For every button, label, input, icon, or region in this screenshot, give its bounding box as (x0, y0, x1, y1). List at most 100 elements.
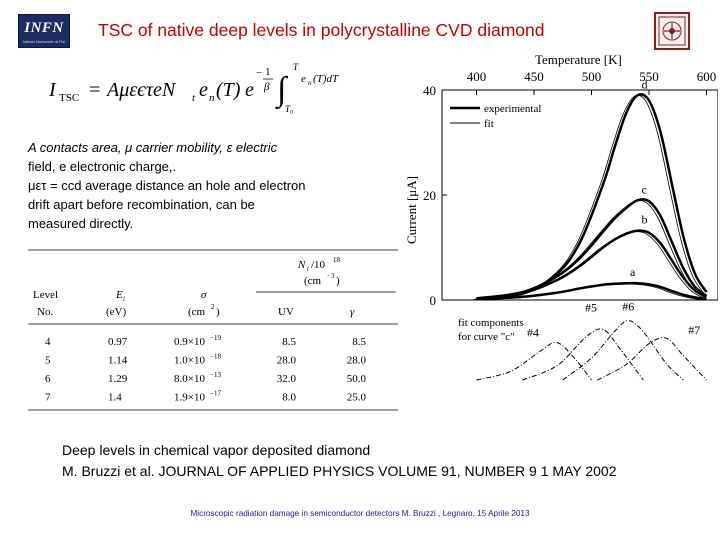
formula-description: A contacts area, μ carrier mobility, ε e… (28, 138, 393, 233)
top-x-tick-label: 600 (697, 69, 717, 84)
header-sigma: σ (201, 289, 207, 301)
table-cell-gamma: 25.0 (347, 392, 367, 404)
formula-en-sub: n (209, 92, 215, 104)
fit-component-label: #7 (688, 323, 700, 337)
curve-c-fit (473, 199, 704, 300)
table-cell-gamma: 28.0 (347, 355, 367, 367)
table-cell-level: 7 (45, 392, 51, 404)
citation: Deep levels in chemical vapor deposited … (62, 440, 702, 482)
formula-integrand-rest: (T)dT (313, 73, 339, 85)
table-group-unit: (cm (304, 275, 322, 287)
formula-rhs-main: AμεєτeN (105, 79, 177, 101)
table-cell-gamma: 50.0 (347, 373, 367, 385)
table-cell-level: 5 (45, 355, 51, 367)
table-cell-energy: 1.14 (108, 355, 128, 367)
table-cell-sigma-exp: −17 (210, 390, 221, 398)
header-e-sub: i (123, 295, 125, 303)
top-x-tick-label: 400 (467, 69, 487, 84)
header-level-no: No. (37, 306, 53, 318)
table-cell-uv: 8.0 (282, 392, 296, 404)
formula-equals: = (89, 79, 100, 101)
top-x-tick-label: 450 (524, 69, 544, 84)
university-seal-icon (654, 12, 690, 50)
deep-levels-table: N t /10 18 (cm −3 ) Level No. E i (eV) σ… (28, 248, 398, 414)
header-sigma-unit-close: ) (216, 306, 220, 318)
table-cell-gamma: 8.5 (352, 336, 366, 348)
table-cell-energy: 1.4 (108, 392, 122, 404)
formula-lhs-sub: TSC (59, 92, 79, 104)
curve-label-a: a (630, 265, 636, 279)
table-cell-energy: 1.29 (108, 373, 128, 385)
fit-component-n5 (522, 328, 644, 381)
table-cell-level: 4 (45, 336, 51, 348)
fit-component-label: #5 (585, 300, 597, 314)
table-cell-sigma-exp: −13 (210, 371, 221, 379)
table-cell-sigma-exp: −19 (210, 334, 221, 342)
fit-component-n6 (562, 320, 684, 381)
y-tick-label: 20 (423, 188, 436, 203)
table-cell-energy: 0.97 (108, 336, 128, 348)
formula-frac-den: β (263, 81, 270, 93)
formula-frac-num: 1 (265, 66, 271, 78)
curve-d-experimental (476, 93, 708, 301)
description-line: measured directly. (28, 216, 134, 231)
table-cell-level: 6 (45, 373, 51, 385)
formula-integrand: e (301, 73, 306, 85)
formula-integral: ∫ (275, 71, 289, 110)
table-group-header-rest: /10 (311, 259, 326, 271)
legend-fit: fit (484, 118, 494, 130)
fit-components-label: fit components (458, 317, 524, 329)
infn-logo: INFN Istituto Nazionale di Fisica Nuclea… (18, 14, 70, 48)
header-sigma-unit: (cm (188, 306, 206, 318)
table-group-header-sub: t (307, 265, 310, 273)
table-cell-uv: 28.0 (277, 355, 297, 367)
table-group-unit-close: ) (336, 275, 340, 287)
citation-title: Deep levels in chemical vapor deposited … (62, 442, 371, 458)
tsc-chart: Temperature [K] Current [μA] experimenta… (398, 50, 719, 390)
formula-minus: − (256, 67, 262, 79)
formula-int-low: T₀ (285, 104, 293, 114)
table-cell-uv: 32.0 (277, 373, 297, 385)
curve-a-fit (473, 283, 704, 301)
formula-en: e (199, 79, 208, 101)
curve-b-fit (473, 231, 704, 300)
citation-reference: M. Bruzzi et al. JOURNAL OF APPLIED PHYS… (62, 463, 617, 479)
description-line: field, e electronic charge,. (28, 159, 177, 174)
chart-legend: experimental fit (450, 103, 541, 130)
formula-en-arg: (T) (216, 79, 241, 101)
curve-c-experimental (476, 198, 708, 300)
table-cell-sigma-exp: −18 (210, 353, 221, 361)
chart-ylabel: Current [μA] (404, 176, 419, 244)
legend-experimental: experimental (484, 103, 541, 115)
fit-component-n4 (476, 341, 592, 381)
header-e: E (115, 289, 123, 301)
table-body: 4 0.97 0.9×10 −19 8.5 8.5 5 1.14 1.0×10 −18 28.0 28… (45, 334, 367, 404)
curve-label-d: d (642, 77, 648, 91)
formula-int-high: T (293, 62, 299, 72)
fit-component-label: #4 (527, 326, 539, 340)
header-uv: UV (278, 306, 294, 318)
curve-label-b: b (642, 213, 648, 227)
fit-component-n7 (597, 337, 707, 381)
fit-components-label-2: for curve "c" (458, 331, 515, 343)
formula-integrand-sub: n (308, 79, 312, 87)
table-group-header-exp: 18 (333, 256, 341, 264)
infn-logo-subtext: Istituto Nazionale di Fisica Nucleare (23, 40, 65, 44)
table-group-header: N (297, 259, 306, 271)
slide-footer: Microscopic radiation damage in semicond… (190, 509, 530, 518)
top-x-tick-label: 500 (582, 69, 602, 84)
chart-top-xlabel: Temperature [K] (535, 52, 622, 67)
seal-graphic (658, 16, 686, 46)
header-level: Level (33, 289, 58, 301)
header-e-unit: (eV) (106, 306, 126, 318)
header-sigma-unit-exp: 2 (211, 303, 215, 311)
curve-a-experimental (476, 281, 707, 301)
table-cell-sigma: 1.0×10 (174, 355, 205, 367)
header-gamma: γ (350, 306, 355, 318)
table-cell-sigma: 0.9×10 (174, 336, 205, 348)
curve-label-c: c (642, 182, 647, 196)
formula-lhs: I (48, 79, 57, 101)
table-cell-uv: 8.5 (282, 336, 296, 348)
curve-d-fit (473, 94, 704, 301)
y-tick-label: 40 (423, 83, 436, 98)
